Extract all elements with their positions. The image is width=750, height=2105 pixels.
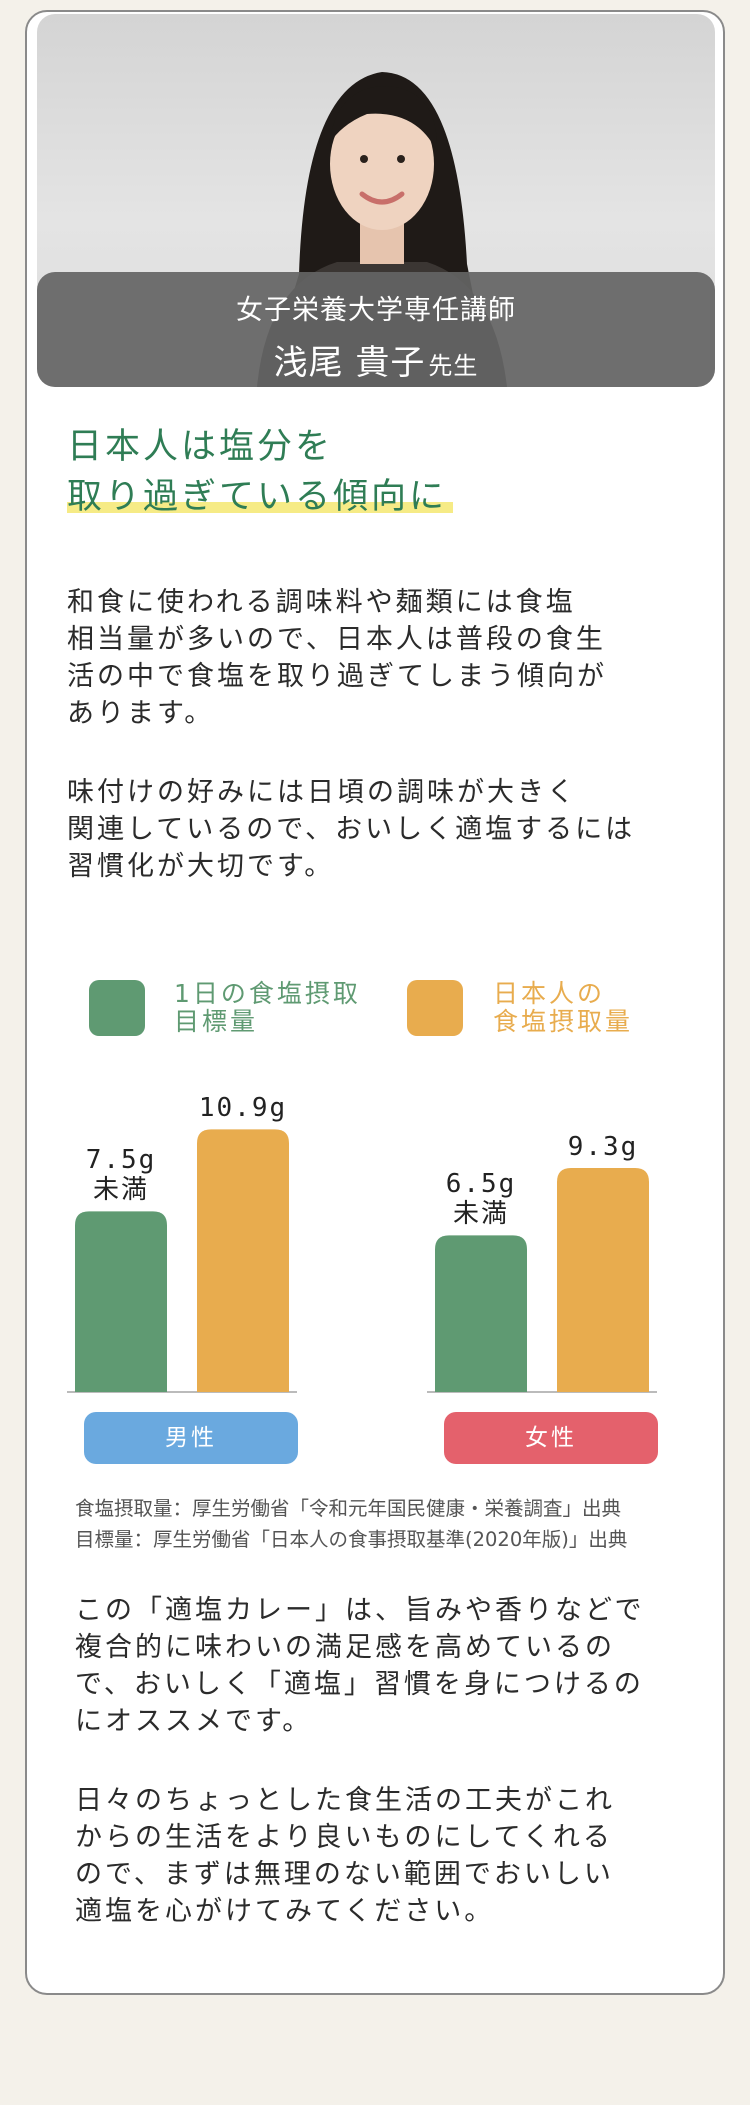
legend-label-target: 1日の食塩摂取 目標量: [174, 980, 361, 1036]
text-line: 関連しているので、おいしく適塩するには: [67, 814, 636, 845]
closing-paragraph-2: 日々のちょっとした食生活の工夫がこれ からの生活をより良いものにしてくれる ので…: [75, 1782, 705, 1930]
section-heading: 日本人は塩分を 取り過ぎている傾向に: [67, 422, 454, 522]
heading-line-2-wrap: 取り過ぎている傾向に: [67, 472, 454, 522]
text-line: で、おいしく「適塩」習慣を身につけるの: [75, 1669, 644, 1700]
bar-actual-male: [197, 1129, 289, 1392]
instructor-honorific: 先生: [428, 352, 479, 380]
category-badge-female: 女性: [444, 1412, 658, 1464]
bar-target-male: [75, 1211, 167, 1392]
legend-label-line: 食塩摂取量: [493, 1007, 634, 1036]
data-label-actual-female: 9.3g: [547, 1132, 659, 1162]
data-label-target-male: 7.5g 未満: [65, 1145, 177, 1205]
instructor-title: 女子栄養大学専任講師: [236, 295, 516, 326]
text-line: 日々のちょっとした食生活の工夫がこれ: [75, 1785, 615, 1816]
data-label-line: 未満: [452, 1199, 509, 1230]
legend-label-line: 1日の食塩摂取: [174, 979, 361, 1008]
text-line: 和食に使われる調味料や麺類には食塩: [67, 587, 576, 618]
chart-plot: [67, 1129, 657, 1393]
data-label-actual-male: 10.9g: [187, 1093, 299, 1123]
data-label-line: 9.3g: [567, 1131, 639, 1162]
text-line: 味付けの好みには日頃の調味が大きく: [67, 777, 577, 808]
content-card: 女子栄養大学専任講師 浅尾 貴子 先生 日本人は塩分を 取り過ぎている傾向に 和食…: [25, 10, 725, 1995]
data-label-line: 10.9g: [198, 1093, 288, 1124]
text-line: 習慣化が大切です。: [67, 851, 335, 882]
text-line: ので、まずは無理のない範囲でおいしい: [75, 1859, 614, 1890]
salt-intake-bar-chart: 7.5g 未満 6.5g 未満 10.9g 9.3g: [27, 1062, 723, 1402]
intro-paragraph-1: 和食に使われる調味料や麺類には食塩 相当量が多いので、日本人は普段の食生 活の中…: [67, 584, 697, 732]
text-line: にオススメです。: [75, 1706, 313, 1737]
legend-swatch-target: [89, 980, 145, 1036]
bar-actual-female: [557, 1167, 649, 1392]
intro-paragraph-2: 味付けの好みには日頃の調味が大きく 関連しているので、おいしく適塩するには 習慣…: [67, 774, 697, 885]
text-line: 適塩を心がけてみてください。: [75, 1896, 495, 1927]
data-label-line: 未満: [92, 1175, 149, 1206]
heading-line-1: 日本人は塩分を: [67, 427, 334, 467]
category-badge-male: 男性: [84, 1412, 298, 1464]
data-label-target-female: 6.5g 未満: [425, 1169, 537, 1229]
bar-target-female: [435, 1235, 527, 1392]
text-line: からの生活をより良いものにしてくれる: [75, 1822, 613, 1853]
closing-paragraph-1: この「適塩カレー」は、旨みや香りなどで 複合的に味わいの満足感を高めているの で…: [75, 1592, 705, 1740]
heading-line-2: 取り過ぎている傾向に: [67, 477, 454, 517]
data-label-line: 6.5g: [445, 1169, 517, 1200]
legend-label-line: 目標量: [174, 1007, 259, 1036]
data-label-line: 7.5g: [85, 1145, 157, 1176]
legend-label-actual: 日本人の 食塩摂取量: [493, 980, 633, 1036]
legend-swatch-actual: [407, 980, 463, 1036]
instructor-caption: 女子栄養大学専任講師 浅尾 貴子 先生: [37, 272, 715, 387]
text-line: 活の中で食塩を取り過ぎてしまう傾向が: [67, 661, 607, 692]
source-note-intake: 食塩摂取量：厚生労働省「令和元年国民健康・栄養調査」出典: [75, 1497, 622, 1520]
source-note-target: 目標量：厚生労働省「日本人の食事摂取基準(2020年版)」出典: [75, 1528, 628, 1551]
instructor-photo-panel: 女子栄養大学専任講師 浅尾 貴子 先生: [37, 14, 715, 387]
legend-label-line: 日本人の: [493, 979, 606, 1008]
instructor-name: 浅尾 貴子: [273, 343, 426, 383]
instructor-name-line: 浅尾 貴子 先生: [37, 335, 715, 384]
text-line: あります。: [67, 698, 215, 729]
text-line: 相当量が多いので、日本人は普段の食生: [67, 624, 606, 655]
text-line: 複合的に味わいの満足感を高めているの: [75, 1632, 615, 1663]
text-line: この「適塩カレー」は、旨みや香りなどで: [75, 1595, 645, 1626]
